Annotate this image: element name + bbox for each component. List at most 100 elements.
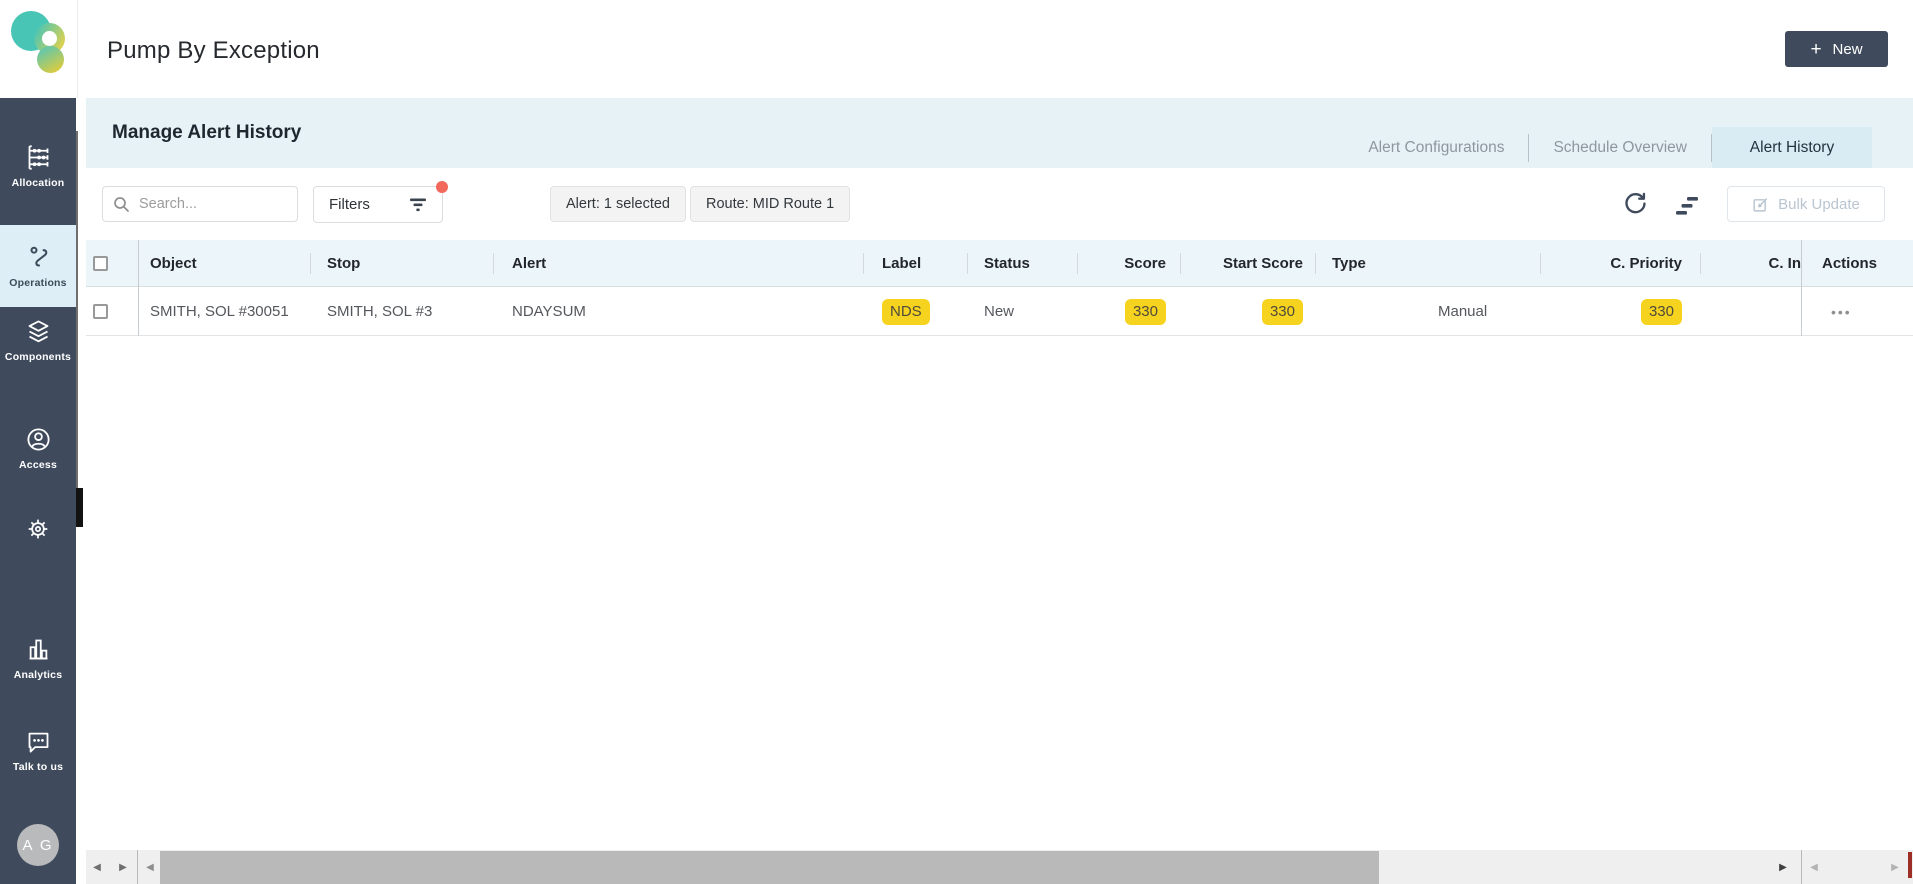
horizontal-scrollbar: ◀ ▶ ◀ ▶ ◀ ▶: [86, 850, 1913, 884]
sidebar-item-label: Components: [4, 351, 72, 363]
vertical-scrollbar[interactable]: [76, 98, 86, 884]
sidebar-item-access[interactable]: Access: [0, 426, 76, 471]
actions-scroll-left-arrow[interactable]: ◀: [1810, 861, 1818, 873]
sidebar-item-components[interactable]: Components: [0, 318, 76, 363]
top-bar: Pump By Exception + New: [0, 0, 1913, 98]
filters-label: Filters: [329, 196, 370, 213]
filters-notification-dot: [436, 181, 448, 193]
tab-alert-configurations[interactable]: Alert Configurations: [1368, 138, 1505, 156]
column-divider: [1700, 253, 1701, 274]
column-divider: [493, 253, 494, 274]
select-all-checkbox[interactable]: [93, 255, 108, 271]
section-heading: Manage Alert History: [112, 122, 302, 143]
layers-icon: [28, 320, 48, 343]
column-divider: [1315, 253, 1316, 274]
column-header-actions: Actions: [1822, 254, 1878, 272]
filter-funnel-icon: [410, 198, 426, 212]
sidebar-item-label: Operations: [9, 276, 67, 289]
start-score-badge: 330: [1261, 298, 1303, 325]
column-header-status[interactable]: Status: [984, 254, 1030, 272]
filter-chip-alert[interactable]: Alert: 1 selected: [550, 186, 686, 222]
column-header-start-score[interactable]: Start Score: [1222, 254, 1303, 272]
scrollbar-divider: [137, 850, 138, 884]
sidebar-item-allocation[interactable]: Allocation: [0, 144, 76, 189]
search-input-wrapper: [102, 186, 298, 222]
user-circle-icon: [26, 428, 50, 451]
scroll-right-arrow[interactable]: ▶: [1779, 861, 1787, 873]
refresh-icon[interactable]: [1622, 190, 1649, 222]
gear-icon: [28, 519, 48, 539]
column-header-object[interactable]: Object: [150, 254, 197, 272]
row-actions-menu-icon[interactable]: •••: [1831, 303, 1852, 320]
sidebar-item-label: Analytics: [13, 669, 63, 681]
new-button[interactable]: + New: [1785, 31, 1888, 67]
table-row[interactable]: SMITH, SOL #30051 SMITH, SOL #3 NDAYSUM …: [86, 288, 1913, 336]
column-header-alert[interactable]: Alert: [512, 254, 547, 272]
page-title: Pump By Exception: [107, 37, 320, 64]
sidebar-item-talk-to-us[interactable]: Talk to us: [0, 728, 76, 773]
actions-column-border: [1801, 240, 1802, 336]
row-density-icon[interactable]: [1676, 195, 1699, 222]
tab-alert-history[interactable]: Alert History: [1712, 127, 1872, 168]
column-header-c-priority[interactable]: C. Priority: [1610, 254, 1682, 272]
scroll-left-arrow[interactable]: ◀: [146, 861, 154, 873]
score-badge: 330: [1124, 298, 1166, 325]
pump-route-icon: [30, 246, 47, 266]
vertical-scrollbar-thumb[interactable]: [76, 488, 83, 527]
sidebar-item-label: Talk to us: [12, 761, 64, 773]
logo-circle-gradient: [37, 46, 64, 73]
abacus-icon: [28, 145, 48, 170]
column-divider: [967, 253, 968, 274]
filters-button[interactable]: Filters: [313, 181, 448, 223]
column-header-score[interactable]: Score: [1124, 254, 1166, 272]
page-header-band: Manage Alert History Alert Configuration…: [86, 98, 1913, 168]
select-all-cell: [93, 240, 133, 286]
sidebar-item-settings[interactable]: [0, 516, 76, 542]
row-select-cell: [93, 288, 133, 335]
cell-start-score: 330: [1195, 288, 1303, 335]
cell-object: SMITH, SOL #30051: [150, 303, 289, 320]
column-divider: [863, 253, 864, 274]
cell-c-priority: 330: [1596, 288, 1682, 335]
sidebar: Allocation Operations Components Ac: [0, 98, 76, 884]
app-logo[interactable]: [0, 0, 78, 98]
row-checkbox[interactable]: [93, 304, 108, 319]
column-divider: [310, 253, 311, 274]
bulk-update-button[interactable]: Bulk Update: [1727, 186, 1885, 222]
column-header-type[interactable]: Type: [1332, 254, 1366, 272]
horizontal-scrollbar-thumb[interactable]: [160, 851, 1379, 884]
filter-chip-route[interactable]: Route: MID Route 1: [690, 186, 851, 222]
cell-status: New: [984, 303, 1015, 320]
column-divider: [1540, 253, 1541, 274]
pager-left-arrow[interactable]: ◀: [93, 861, 101, 873]
scroll-edge-indicator: [1908, 852, 1912, 878]
pager-right-arrow[interactable]: ▶: [119, 861, 127, 873]
bulk-update-label: Bulk Update: [1778, 195, 1860, 213]
sidebar-item-label: Access: [19, 459, 57, 471]
cell-type: Manual: [1438, 303, 1488, 320]
search-icon: [114, 196, 129, 212]
column-header-stop[interactable]: Stop: [327, 254, 361, 272]
chat-bubble-icon: [28, 732, 48, 753]
sidebar-item-operations[interactable]: Operations: [0, 225, 76, 307]
tab-divider: [1528, 133, 1530, 162]
cell-label: NDS: [882, 288, 962, 335]
c-priority-badge: 330: [1640, 298, 1682, 325]
column-divider: [1180, 253, 1181, 274]
sidebar-item-analytics[interactable]: Analytics: [0, 636, 76, 681]
tab-schedule-overview[interactable]: Schedule Overview: [1553, 138, 1687, 156]
cell-alert: NDAYSUM: [512, 303, 586, 320]
column-header-label[interactable]: Label: [882, 254, 922, 272]
cell-stop: SMITH, SOL #3: [327, 303, 433, 320]
scrollbar-divider: [1801, 850, 1802, 884]
actions-scroll-right-arrow[interactable]: ▶: [1891, 861, 1899, 873]
cell-actions: •••: [1831, 288, 1913, 335]
column-header-c-in[interactable]: C. In: [1768, 254, 1802, 272]
tab-bar: Alert Configurations Schedule Overview A…: [1344, 127, 1872, 168]
edit-icon: [1753, 197, 1768, 212]
avatar[interactable]: A G: [17, 824, 59, 866]
label-badge: NDS: [882, 298, 930, 325]
search-input[interactable]: [139, 196, 279, 212]
vertical-scrollbar-track: [76, 131, 78, 527]
